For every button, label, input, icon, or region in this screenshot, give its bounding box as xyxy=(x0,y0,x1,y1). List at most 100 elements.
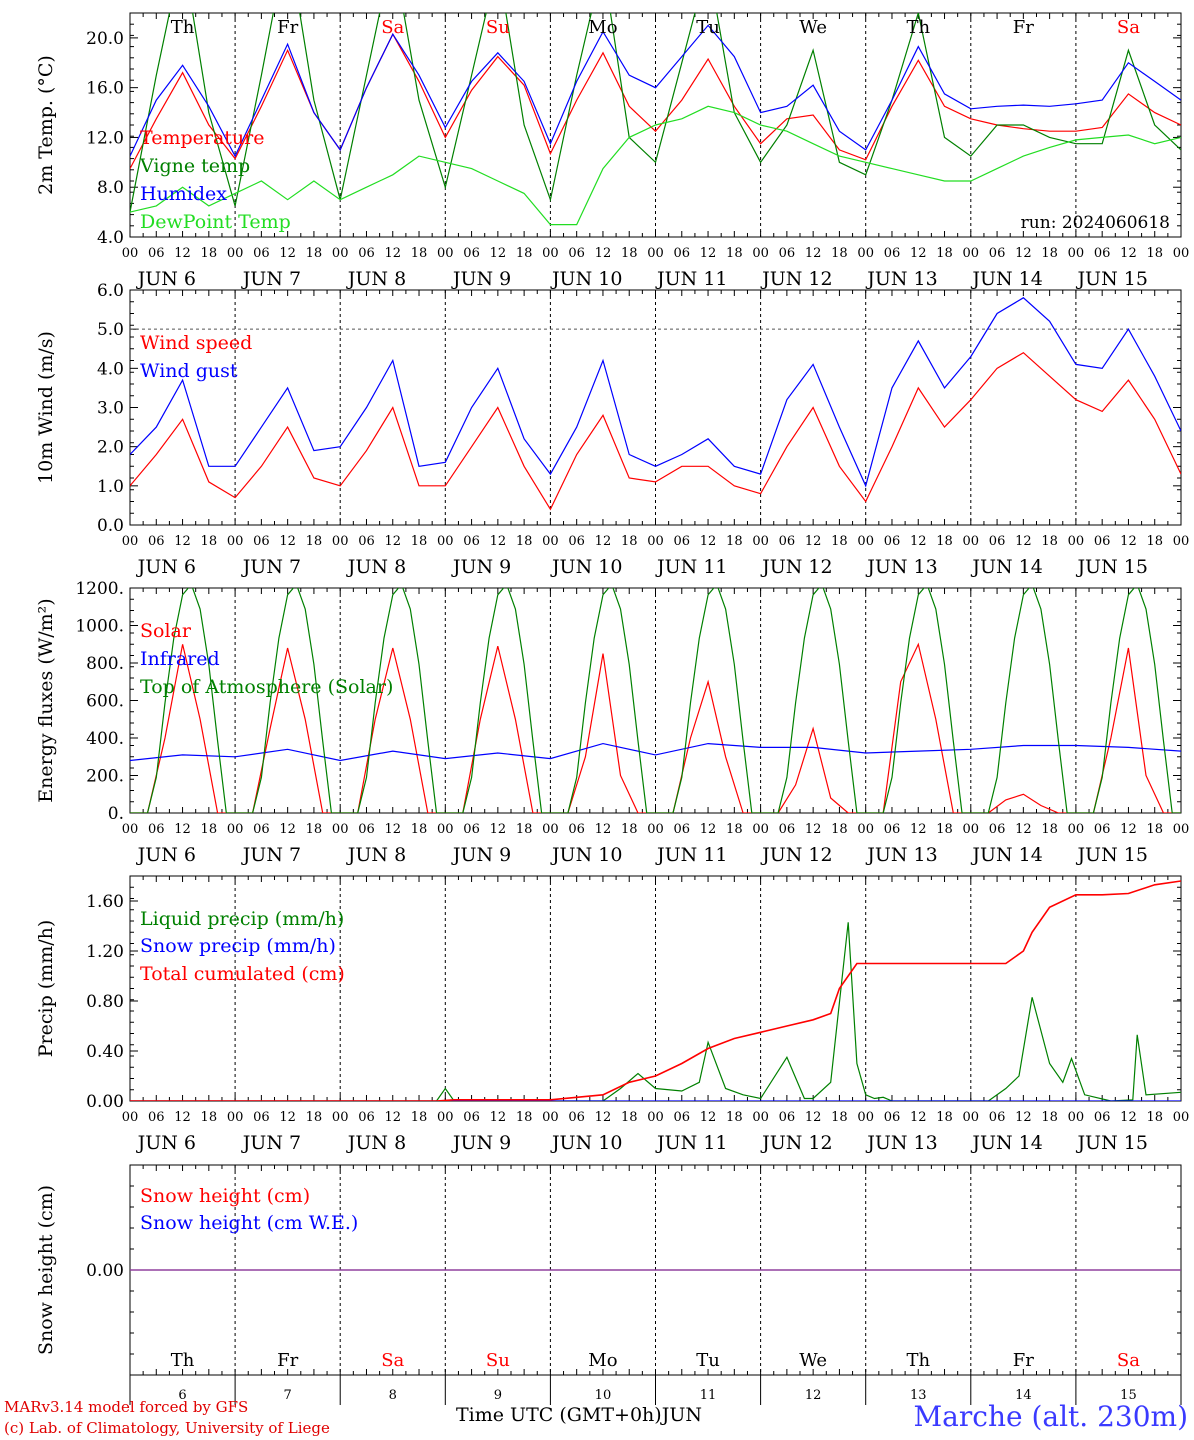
series-line-wind-gust xyxy=(130,297,1181,488)
hour-label: 18 xyxy=(726,534,743,549)
hour-label: 18 xyxy=(1041,1110,1058,1125)
hour-label: 06 xyxy=(568,1110,585,1125)
time-utc-label: Time UTC (GMT+0h) xyxy=(456,1404,662,1426)
hour-label: 00 xyxy=(857,822,874,837)
series-line-total-cumulated-cm xyxy=(130,880,1181,1101)
hour-label: 00 xyxy=(647,246,664,261)
hour-label: 18 xyxy=(516,534,533,549)
hour-label: 00 xyxy=(1068,1110,1085,1125)
day-number: 8 xyxy=(389,1388,397,1403)
hour-label: 12 xyxy=(1015,534,1032,549)
hour-label: 00 xyxy=(437,1110,454,1125)
series-line-vigne-temp xyxy=(130,13,1181,213)
y-tick-label: 0.80 xyxy=(86,992,124,1012)
hour-label: 18 xyxy=(831,822,848,837)
hour-label: 12 xyxy=(490,246,507,261)
hour-label: 00 xyxy=(857,1110,874,1125)
series-line-wind-speed xyxy=(130,351,1181,511)
date-label: JUN 10 xyxy=(550,268,622,290)
y-tick-label: 0.00 xyxy=(86,1092,124,1112)
day-name: Sa xyxy=(1117,17,1140,38)
hour-label: 12 xyxy=(700,246,717,261)
hour-label: 18 xyxy=(1041,246,1058,261)
hour-label: 12 xyxy=(490,1110,507,1125)
hour-label: 00 xyxy=(963,246,980,261)
hour-label: 12 xyxy=(279,1110,296,1125)
hour-label: 18 xyxy=(516,822,533,837)
hour-label: 12 xyxy=(174,1110,191,1125)
hour-label: 12 xyxy=(490,534,507,549)
hour-label: 12 xyxy=(279,246,296,261)
date-label: JUN 14 xyxy=(970,1132,1042,1154)
hour-label: 06 xyxy=(358,1110,375,1125)
y-axis-label: Energy fluxes (W/m²) xyxy=(35,598,57,802)
y-tick-label: 1000. xyxy=(75,617,124,637)
day-number: 10 xyxy=(595,1388,612,1403)
hour-label: 06 xyxy=(253,246,270,261)
hour-label: 18 xyxy=(411,822,428,837)
hour-label: 00 xyxy=(647,1110,664,1125)
hour-label: 18 xyxy=(411,1110,428,1125)
hour-label: 00 xyxy=(437,246,454,261)
date-label: JUN 6 xyxy=(136,1132,196,1154)
hour-label: 00 xyxy=(332,534,349,549)
y-tick-label: 0.00 xyxy=(86,1261,124,1281)
time-axis-label: Time UTC (GMT+0h)JUN xyxy=(456,1404,702,1426)
day-number: 12 xyxy=(805,1388,822,1403)
legend-entry: Liquid precip (mm/h) xyxy=(140,908,344,930)
hour-label: 00 xyxy=(1068,246,1085,261)
hour-label: 18 xyxy=(306,1110,323,1125)
y-tick-label: 0.0 xyxy=(97,516,124,536)
day-name: Sa xyxy=(381,1350,404,1371)
hour-label: 18 xyxy=(1146,246,1163,261)
hour-label: 12 xyxy=(384,1110,401,1125)
y-tick-label: 200. xyxy=(86,767,124,787)
hour-label: 00 xyxy=(227,1110,244,1125)
hour-label: 00 xyxy=(752,534,769,549)
date-label: JUN 14 xyxy=(970,268,1042,290)
hour-label: 00 xyxy=(647,534,664,549)
run-annotation: run: 2024060618 xyxy=(1021,213,1170,233)
date-label: JUN 13 xyxy=(865,1132,937,1154)
y-tick-label: 400. xyxy=(86,729,124,749)
hour-label: 18 xyxy=(936,1110,953,1125)
day-name: Tu xyxy=(696,1350,720,1371)
date-label: JUN 7 xyxy=(241,1132,301,1154)
day-name: Sa xyxy=(381,17,404,38)
hour-label: 06 xyxy=(989,1110,1006,1125)
y-tick-label: 6.0 xyxy=(97,281,124,301)
hour-label: 00 xyxy=(542,822,559,837)
hour-label: 12 xyxy=(700,1110,717,1125)
hour-label: 00 xyxy=(1068,534,1085,549)
plot-frame xyxy=(129,587,1182,814)
hour-label: 18 xyxy=(201,246,218,261)
hour-label: 00 xyxy=(332,822,349,837)
hour-label: 12 xyxy=(595,822,612,837)
legend-entry: Infrared xyxy=(140,648,220,670)
hour-label: 06 xyxy=(779,534,796,549)
date-label: JUN 9 xyxy=(451,556,511,578)
day-name: Fr xyxy=(1013,17,1034,38)
legend-entry: Vigne temp xyxy=(139,155,250,177)
legend-entry: Wind gust xyxy=(140,360,238,382)
hour-label: 12 xyxy=(1120,246,1137,261)
hour-label: 18 xyxy=(621,246,638,261)
y-tick-label: 0.40 xyxy=(86,1042,124,1062)
day-number: 11 xyxy=(700,1388,717,1403)
hour-label: 18 xyxy=(306,246,323,261)
hour-label: 00 xyxy=(1173,822,1190,837)
month-label: JUN xyxy=(661,1404,702,1426)
hour-label: 06 xyxy=(148,1110,165,1125)
hour-label: 18 xyxy=(831,246,848,261)
hour-label: 00 xyxy=(963,534,980,549)
hour-label: 00 xyxy=(1173,246,1190,261)
hour-label: 12 xyxy=(384,822,401,837)
hour-label: 06 xyxy=(779,246,796,261)
y-tick-label: 12.0 xyxy=(86,128,124,148)
hour-label: 12 xyxy=(174,534,191,549)
series-line-temperature xyxy=(130,32,1181,169)
date-label: JUN 15 xyxy=(1075,844,1147,866)
date-label: JUN 13 xyxy=(865,556,937,578)
hour-label: 18 xyxy=(726,822,743,837)
hour-label: 00 xyxy=(437,534,454,549)
